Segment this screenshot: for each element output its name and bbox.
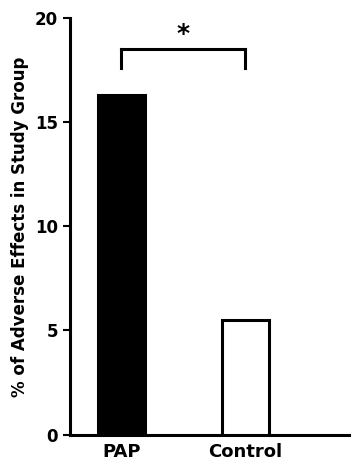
Bar bbox=[98, 95, 145, 435]
Y-axis label: % of Adverse Effects in Study Group: % of Adverse Effects in Study Group bbox=[11, 56, 29, 396]
Bar bbox=[222, 320, 269, 435]
Text: *: * bbox=[177, 22, 190, 46]
